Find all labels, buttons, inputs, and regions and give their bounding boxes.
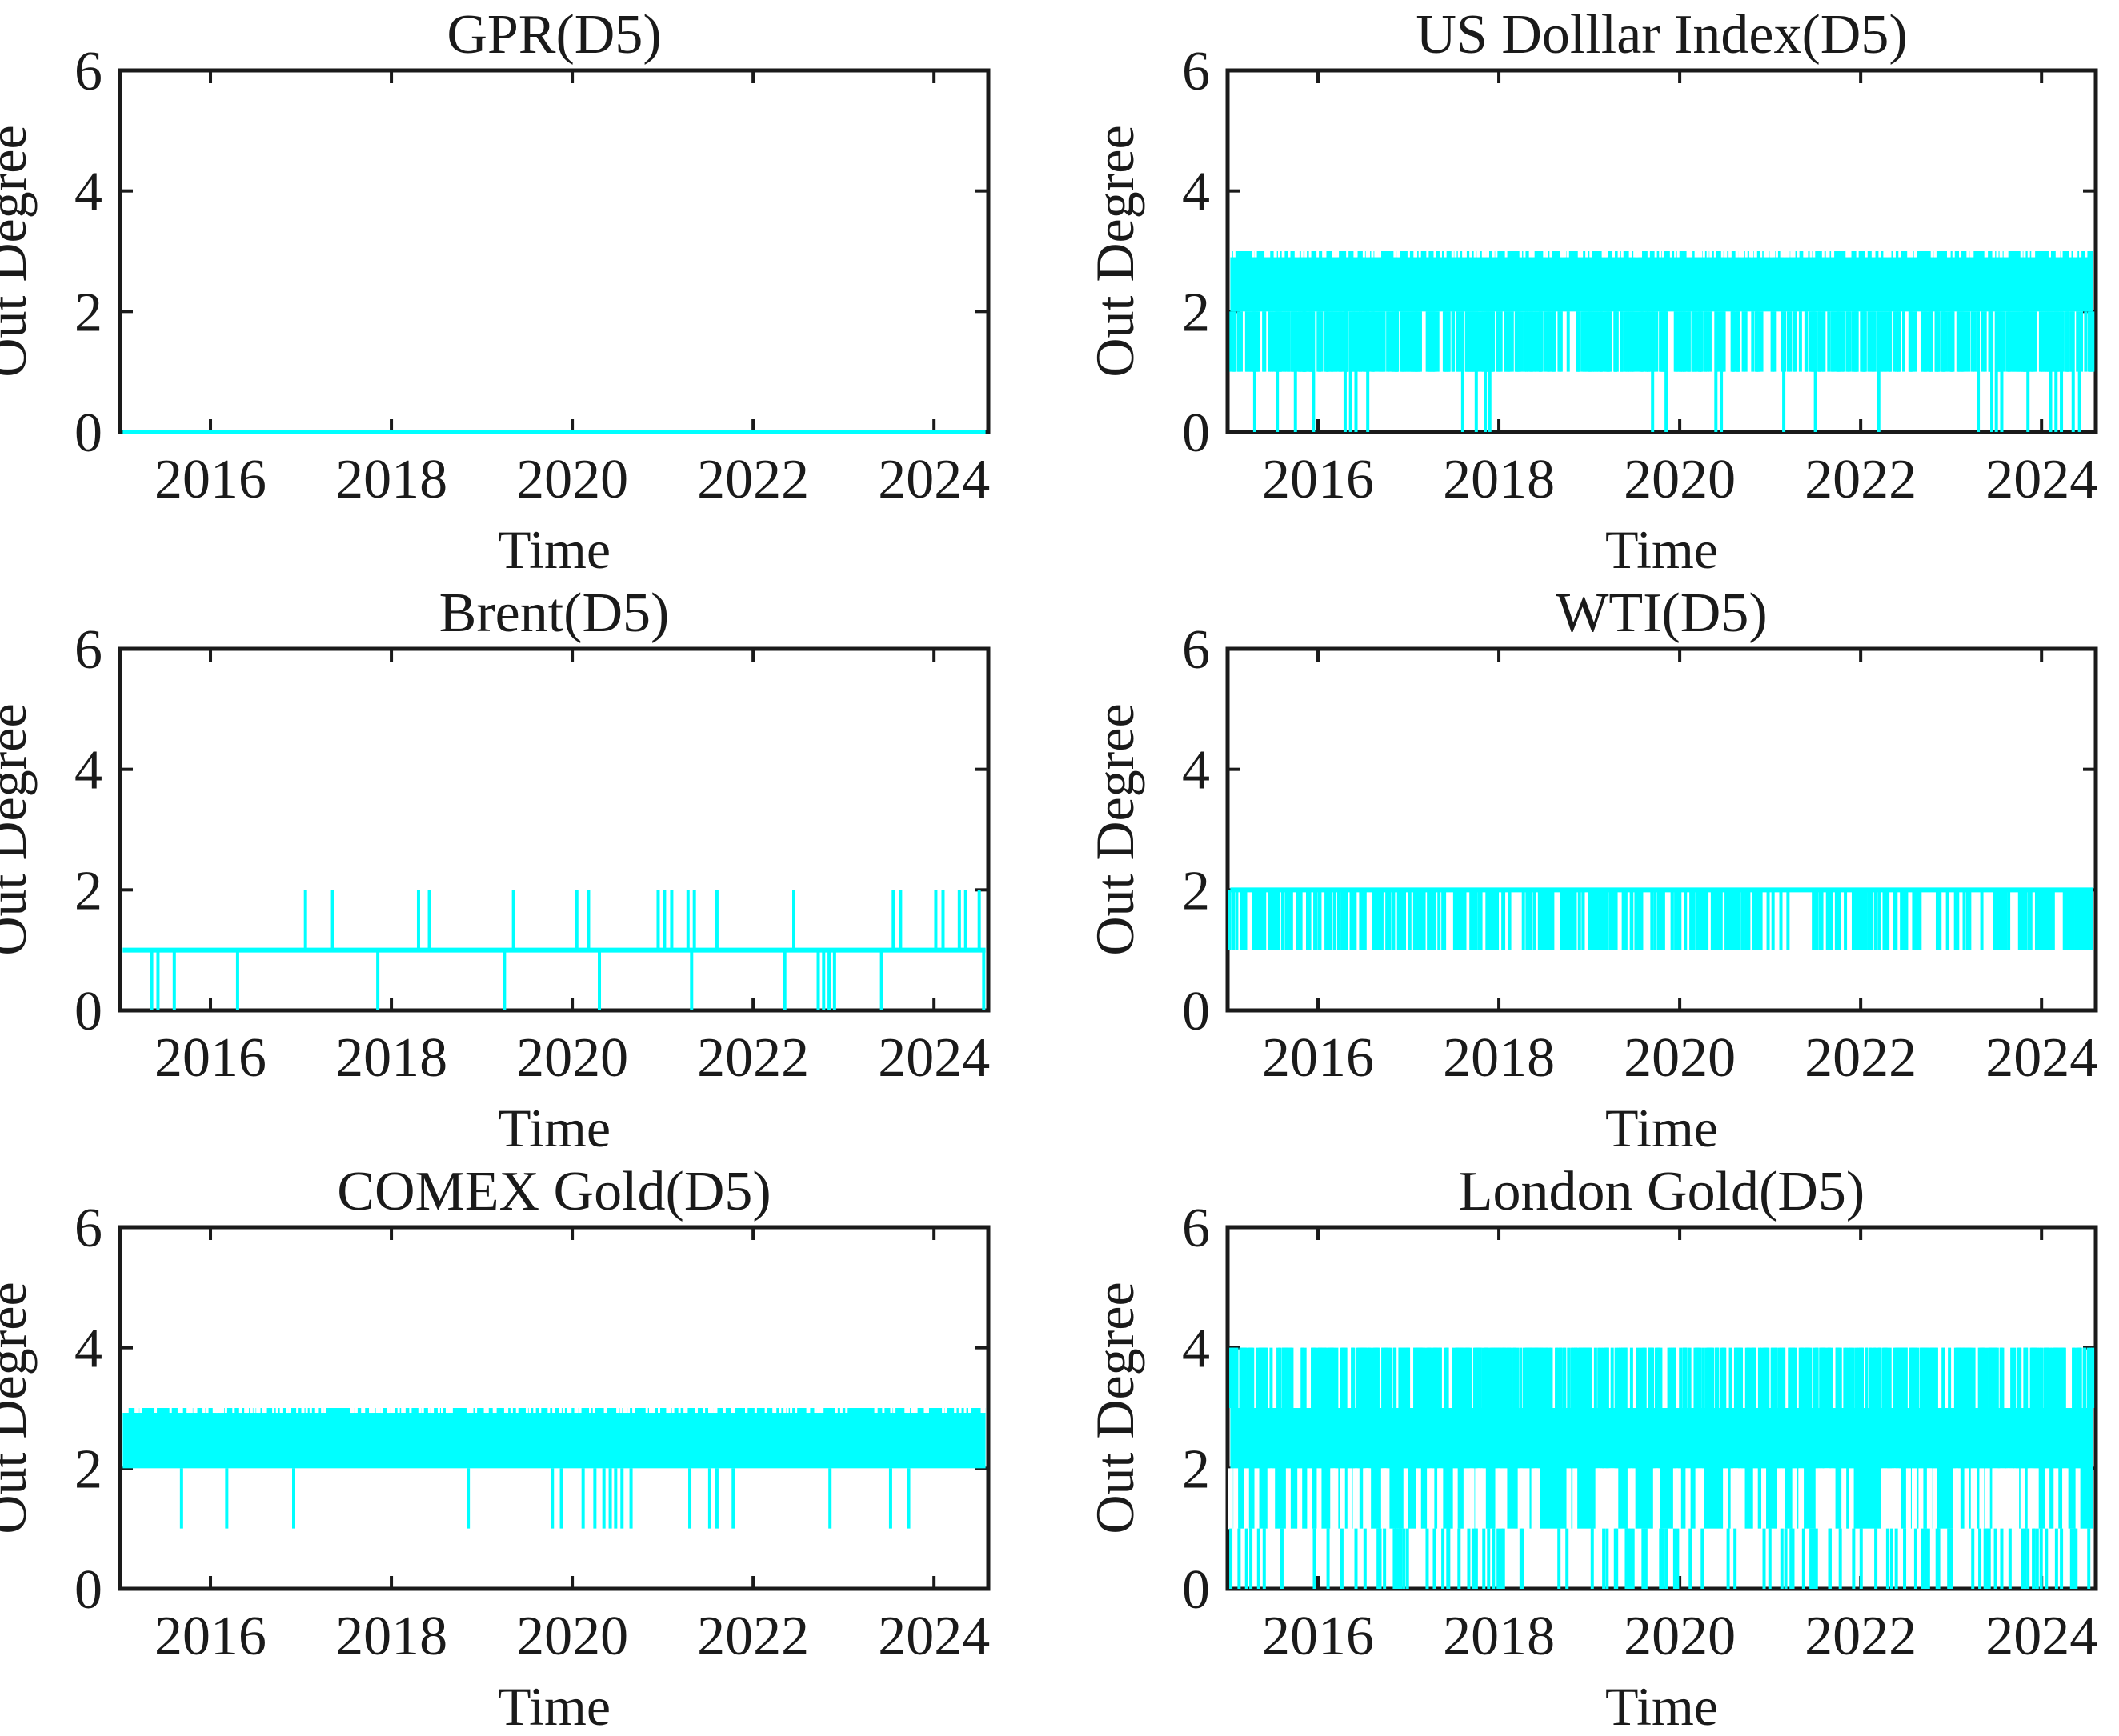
y-tick-label: 4 <box>74 1318 102 1380</box>
x-axis-label: Time <box>1605 519 1718 578</box>
y-axis-label: Out Degree <box>0 703 38 955</box>
x-tick-label: 2024 <box>878 1027 990 1089</box>
y-axis-label: Out Degree <box>1084 1282 1145 1534</box>
axes-frame <box>118 646 991 1013</box>
y-axis-label: Out Degree <box>1084 125 1145 377</box>
x-tick-label: 2024 <box>1985 1606 2097 1667</box>
x-tick-label: 2016 <box>1262 1606 1374 1667</box>
x-tick-label: 2024 <box>878 449 990 510</box>
subplot-gpr-d5: 2016 2018 2020 2022 2024 0 2 4 6 GPR(D5) Time Out D… <box>0 0 1060 578</box>
x-tick-label: 2020 <box>1624 449 1736 510</box>
y-tick-label: 4 <box>74 740 102 802</box>
y-tick-label: 2 <box>74 1438 102 1500</box>
series-band <box>1230 251 2093 312</box>
y-tick-label: 6 <box>1182 1198 1210 1259</box>
axes-frame <box>1225 646 2098 1013</box>
x-tick-label: 2020 <box>1624 1606 1736 1667</box>
subplot-london-gold-d5: 2016 2018 2020 2022 2024 0 2 4 6 London Gold(D5) T… <box>1060 1157 2119 1735</box>
x-axis-label: Time <box>498 519 611 578</box>
london-gold-d5-plot: 2016 2018 2020 2022 2024 0 2 4 6 London Gold(D5) T… <box>1084 1161 2098 1735</box>
x-tick-label: 2016 <box>154 1606 266 1667</box>
x-tick-label: 2018 <box>335 1027 447 1089</box>
x-tick-label: 2022 <box>697 1606 809 1667</box>
y-axis-label: Out Degree <box>0 125 38 377</box>
x-axis-label: Time <box>498 1676 611 1735</box>
y-tick-label: 0 <box>1182 1559 1210 1621</box>
x-tick-label: 2020 <box>516 1027 628 1089</box>
x-tick-label: 2020 <box>516 449 628 510</box>
x-tick-label: 2018 <box>1443 1606 1555 1667</box>
y-tick-label: 0 <box>1182 402 1210 464</box>
x-tick-label: 2016 <box>1262 449 1374 510</box>
y-tick-label: 2 <box>1182 1438 1210 1500</box>
x-tick-label: 2016 <box>154 1027 266 1089</box>
y-tick-label: 0 <box>1182 981 1210 1042</box>
series-band <box>122 1408 986 1469</box>
chart-title: WTI(D5) <box>1556 582 1767 644</box>
us-dollar-index-d5-plot: 2016 2018 2020 2022 2024 0 2 4 6 US Dolllar Index… <box>1084 4 2098 578</box>
x-tick-label: 2018 <box>335 1606 447 1667</box>
chart-title: COMEX Gold(D5) <box>337 1161 771 1222</box>
chart-title: US Dolllar Index(D5) <box>1416 4 1907 66</box>
y-tick-label: 4 <box>1182 740 1210 802</box>
axes-frame <box>118 68 991 434</box>
x-tick-label: 2024 <box>1985 449 2097 510</box>
y-tick-label: 2 <box>74 860 102 922</box>
x-tick-label: 2016 <box>1262 1027 1374 1089</box>
subplot-comex-gold-d5: 2016 2018 2020 2022 2024 0 2 4 6 COMEX Gold(D5) Ti… <box>0 1157 1060 1735</box>
y-axis-label: Out Degree <box>0 1282 38 1534</box>
y-tick-label: 4 <box>74 162 102 223</box>
chart-title: Brent(D5) <box>439 582 670 644</box>
y-tick-label: 4 <box>1182 1318 1210 1380</box>
x-axis-label: Time <box>1605 1676 1718 1735</box>
y-tick-label: 0 <box>74 402 102 464</box>
y-tick-label: 0 <box>74 981 102 1042</box>
x-tick-label: 2024 <box>878 1606 990 1667</box>
x-tick-label: 2022 <box>697 449 809 510</box>
subplot-brent-d5: 2016 2018 2020 2022 2024 0 2 4 6 Brent(D5) Time Out… <box>0 578 1060 1157</box>
x-tick-label: 2016 <box>154 449 266 510</box>
comex-gold-d5-plot: 2016 2018 2020 2022 2024 0 2 4 6 COMEX Gold(D5) Ti… <box>0 1161 991 1735</box>
y-tick-label: 6 <box>74 1198 102 1259</box>
x-tick-label: 2022 <box>1805 449 1917 510</box>
chart-title: GPR(D5) <box>447 4 661 66</box>
x-axis-label: Time <box>1605 1098 1718 1157</box>
brent-d5-plot: 2016 2018 2020 2022 2024 0 2 4 6 Brent(D5) Time Out… <box>0 582 991 1157</box>
x-tick-label: 2018 <box>1443 449 1555 510</box>
x-tick-label: 2022 <box>1805 1027 1917 1089</box>
x-tick-label: 2018 <box>1443 1027 1555 1089</box>
y-tick-label: 4 <box>1182 162 1210 223</box>
subplot-us-dollar-index-d5: 2016 2018 2020 2022 2024 0 2 4 6 US Dolllar Index… <box>1060 0 2119 578</box>
y-tick-label: 6 <box>1182 41 1210 102</box>
x-tick-label: 2024 <box>1985 1027 2097 1089</box>
y-tick-label: 2 <box>1182 282 1210 343</box>
y-axis-label: Out Degree <box>1084 703 1145 955</box>
x-tick-label: 2020 <box>1624 1027 1736 1089</box>
y-tick-label: 6 <box>74 619 102 681</box>
series-band <box>1230 1408 2093 1529</box>
subplot-wti-d5: 2016 2018 2020 2022 2024 0 2 4 6 WTI(D5) Time Out D… <box>1060 578 2119 1157</box>
y-tick-label: 0 <box>74 1559 102 1621</box>
y-tick-label: 2 <box>74 282 102 343</box>
chart-title: London Gold(D5) <box>1459 1161 1865 1222</box>
y-tick-label: 2 <box>1182 860 1210 922</box>
gpr-d5-plot: 2016 2018 2020 2022 2024 0 2 4 6 GPR(D5) Time Out D… <box>0 4 991 578</box>
x-tick-label: 2018 <box>335 449 447 510</box>
wti-d5-plot: 2016 2018 2020 2022 2024 0 2 4 6 WTI(D5) Time Out D… <box>1084 582 2098 1157</box>
axes-frame <box>1225 68 2098 434</box>
axes-frame <box>118 1225 991 1591</box>
x-axis-label: Time <box>498 1098 611 1157</box>
y-tick-label: 6 <box>74 41 102 102</box>
x-tick-label: 2022 <box>1805 1606 1917 1667</box>
y-tick-label: 6 <box>1182 619 1210 681</box>
x-tick-label: 2020 <box>516 1606 628 1667</box>
x-tick-label: 2022 <box>697 1027 809 1089</box>
